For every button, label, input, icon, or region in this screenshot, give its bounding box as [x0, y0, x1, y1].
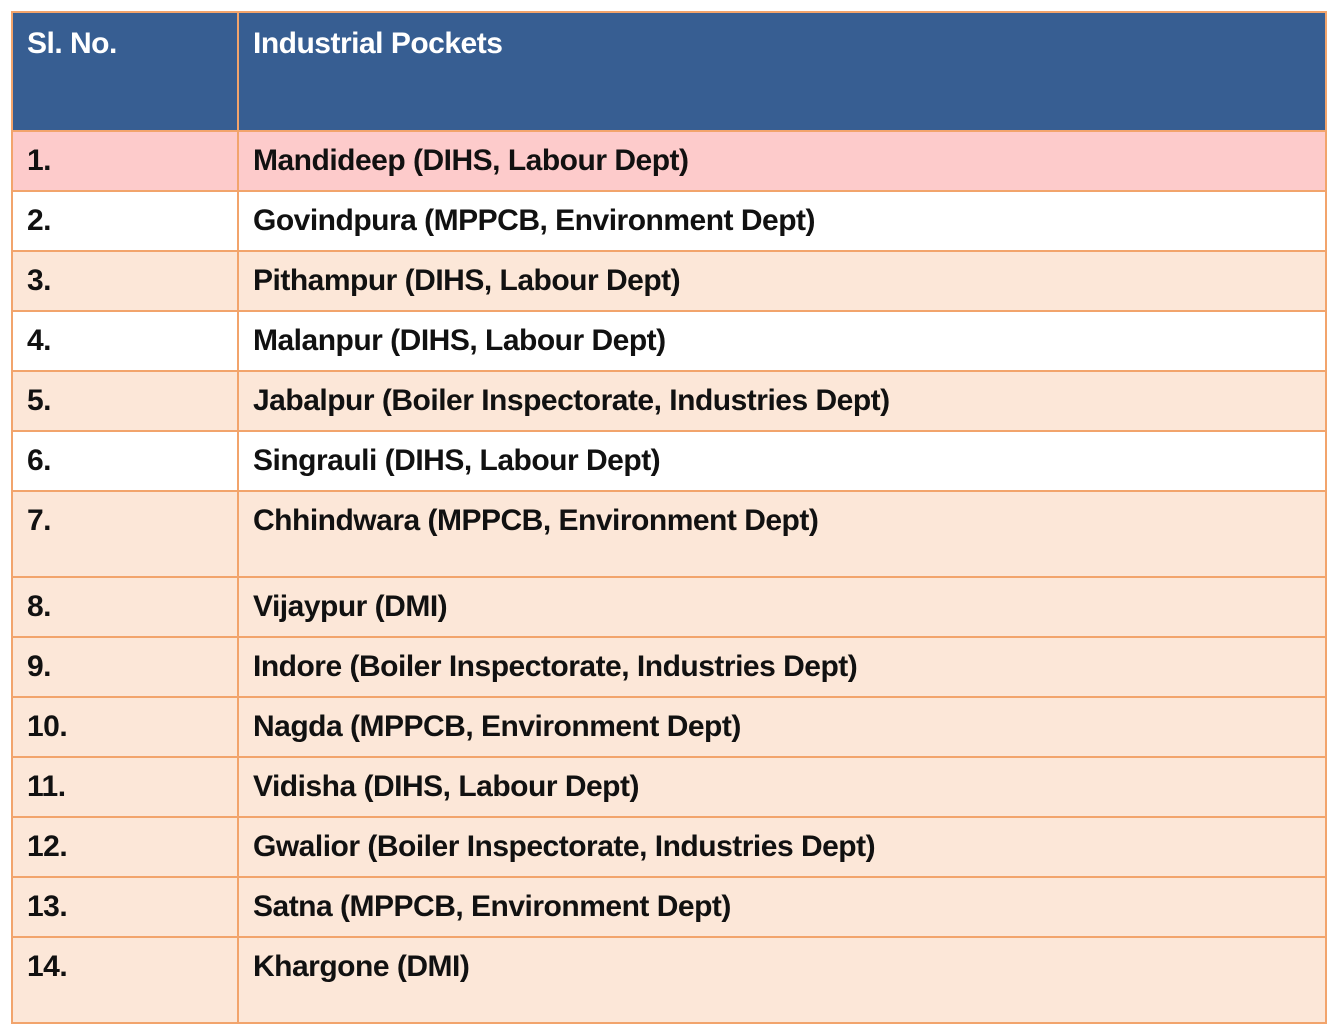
cell-industrial-pocket: Vijaypur (DMI) [237, 576, 1327, 638]
table-row: 14. Khargone (DMI) [11, 936, 1327, 1024]
table-row: 8. Vijaypur (DMI) [11, 576, 1327, 638]
cell-industrial-pocket: Singrauli (DIHS, Labour Dept) [237, 430, 1327, 492]
table-row: 9. Indore (Boiler Inspectorate, Industri… [11, 636, 1327, 698]
table-row: 5. Jabalpur (Boiler Inspectorate, Indust… [11, 370, 1327, 432]
table-row: 2. Govindpura (MPPCB, Environment Dept) [11, 190, 1327, 252]
cell-industrial-pocket: Vidisha (DIHS, Labour Dept) [237, 756, 1327, 818]
cell-industrial-pocket: Mandideep (DIHS, Labour Dept) [237, 130, 1327, 192]
cell-sl-no: 12. [11, 816, 239, 878]
table-row: 6. Singrauli (DIHS, Labour Dept) [11, 430, 1327, 492]
cell-industrial-pocket: Govindpura (MPPCB, Environment Dept) [237, 190, 1327, 252]
cell-industrial-pocket: Nagda (MPPCB, Environment Dept) [237, 696, 1327, 758]
cell-sl-no: 9. [11, 636, 239, 698]
table-row: 13. Satna (MPPCB, Environment Dept) [11, 876, 1327, 938]
cell-industrial-pocket: Gwalior (Boiler Inspectorate, Industries… [237, 816, 1327, 878]
cell-industrial-pocket: Satna (MPPCB, Environment Dept) [237, 876, 1327, 938]
cell-sl-no: 14. [11, 936, 239, 1024]
table-header-row: Sl. No. Industrial Pockets [11, 11, 1327, 132]
cell-industrial-pocket: Jabalpur (Boiler Inspectorate, Industrie… [237, 370, 1327, 432]
cell-sl-no: 10. [11, 696, 239, 758]
cell-sl-no: 2. [11, 190, 239, 252]
cell-sl-no: 1. [11, 130, 239, 192]
cell-industrial-pocket: Malanpur (DIHS, Labour Dept) [237, 310, 1327, 372]
cell-sl-no: 3. [11, 250, 239, 312]
cell-industrial-pocket: Pithampur (DIHS, Labour Dept) [237, 250, 1327, 312]
cell-sl-no: 7. [11, 490, 239, 578]
header-industrial-pockets: Industrial Pockets [237, 11, 1327, 132]
cell-sl-no: 4. [11, 310, 239, 372]
table-row: 4. Malanpur (DIHS, Labour Dept) [11, 310, 1327, 372]
cell-industrial-pocket: Indore (Boiler Inspectorate, Industries … [237, 636, 1327, 698]
industrial-pockets-table-container: Sl. No. Industrial Pockets 1. Mandideep … [11, 11, 1327, 1024]
table-row: 1. Mandideep (DIHS, Labour Dept) [11, 130, 1327, 192]
cell-sl-no: 8. [11, 576, 239, 638]
table-row: 3. Pithampur (DIHS, Labour Dept) [11, 250, 1327, 312]
header-sl-no: Sl. No. [11, 11, 239, 132]
cell-industrial-pocket: Chhindwara (MPPCB, Environment Dept) [237, 490, 1327, 578]
cell-sl-no: 6. [11, 430, 239, 492]
industrial-pockets-table: Sl. No. Industrial Pockets 1. Mandideep … [11, 11, 1327, 1024]
table-row: 7. Chhindwara (MPPCB, Environment Dept) [11, 490, 1327, 578]
cell-industrial-pocket: Khargone (DMI) [237, 936, 1327, 1024]
cell-sl-no: 13. [11, 876, 239, 938]
table-row: 11. Vidisha (DIHS, Labour Dept) [11, 756, 1327, 818]
table-row: 10. Nagda (MPPCB, Environment Dept) [11, 696, 1327, 758]
cell-sl-no: 5. [11, 370, 239, 432]
cell-sl-no: 11. [11, 756, 239, 818]
table-row: 12. Gwalior (Boiler Inspectorate, Indust… [11, 816, 1327, 878]
